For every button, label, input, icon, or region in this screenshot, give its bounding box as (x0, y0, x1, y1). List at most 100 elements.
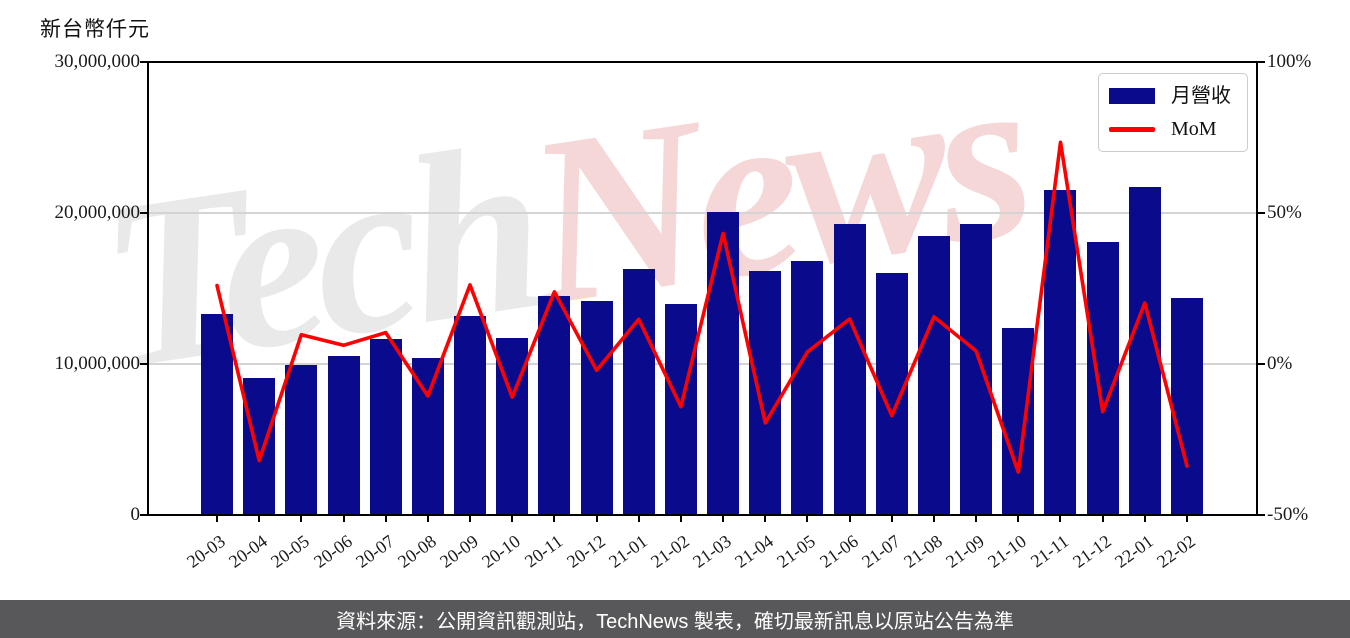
x-axis-tick-label: 20-06 (309, 530, 356, 572)
right-axis-tick-label: -50% (1267, 504, 1309, 525)
x-axis-tick-label: 21-12 (1068, 530, 1115, 572)
x-axis-tick (722, 515, 725, 522)
x-axis-tick-label: 20-11 (521, 530, 567, 572)
x-axis-tick (637, 515, 640, 522)
x-axis-tick-label: 21-06 (815, 530, 862, 572)
plot-area: 月營收 MoM (147, 61, 1258, 516)
left-axis-spine (147, 61, 149, 516)
legend-row-revenue: 月營收 (1109, 84, 1231, 108)
x-axis-tick (258, 515, 261, 522)
revenue-bar-20-11 (538, 296, 571, 515)
x-axis-tick (679, 515, 682, 522)
top-spine (147, 61, 1258, 63)
x-axis-tick (300, 515, 303, 522)
revenue-bar-21-09 (960, 223, 993, 515)
revenue-bar-20-05 (285, 365, 318, 515)
mom-line (215, 140, 1189, 474)
left-axis-tick (140, 61, 148, 63)
mom-line-chart (215, 140, 1189, 474)
x-axis-tick-label: 21-03 (689, 530, 735, 572)
x-axis-spine (147, 514, 1258, 516)
revenue-bar-21-02 (664, 303, 697, 515)
x-axis-tick (890, 515, 893, 522)
revenue-bar-20-12 (580, 300, 613, 515)
x-axis-tick (975, 515, 978, 522)
revenue-bar-21-04 (749, 271, 782, 515)
x-axis-tick-label: 21-01 (604, 530, 651, 572)
x-axis-tick-label: 22-01 (1110, 530, 1157, 572)
x-axis-tick (932, 515, 935, 522)
x-axis-tick (469, 515, 472, 522)
x-axis-tick (848, 515, 851, 522)
revenue-bar-20-06 (327, 355, 360, 515)
legend: 月營收 MoM (1098, 73, 1248, 152)
x-axis-tick (1101, 515, 1104, 522)
gridline (148, 212, 1257, 214)
revenue-bar-20-09 (454, 316, 487, 515)
x-axis-tick-label: 21-07 (857, 530, 904, 572)
x-axis-tick-label: 21-11 (1027, 530, 1073, 572)
x-axis-tick-label: 20-09 (436, 530, 482, 572)
x-axis-tick (764, 515, 767, 522)
revenue-bar-21-03 (707, 212, 740, 515)
left-axis-tick-label: 10,000,000 (54, 353, 141, 374)
gridline (148, 363, 1257, 365)
x-axis-tick-label: 21-04 (731, 530, 778, 572)
y-axis-unit-title: 新台幣仟元 (40, 17, 150, 41)
right-axis-tick (1257, 212, 1265, 214)
revenue-bar-21-12 (1086, 241, 1119, 515)
x-axis-tick-label: 20-07 (351, 530, 398, 572)
left-axis-tick-label: 0 (130, 504, 141, 525)
right-axis-tick (1257, 363, 1265, 365)
revenue-bar-20-04 (243, 378, 276, 515)
x-axis-tick (342, 515, 345, 522)
revenue-bar-20-08 (411, 357, 444, 515)
mom-legend-label: MoM (1171, 118, 1217, 140)
x-axis-tick (1017, 515, 1020, 522)
x-axis-tick (1186, 515, 1188, 522)
source-footer-text: 資料來源：公開資訊觀測站，TechNews 製表，確切最新訊息以原站公告為準 (336, 610, 1014, 633)
x-axis-tick-label: 21-08 (900, 530, 946, 572)
right-axis-tick-label: 100% (1267, 51, 1312, 72)
x-axis-tick-label: 21-10 (984, 530, 1031, 572)
revenue-bar-swatch (1109, 88, 1155, 104)
right-axis-tick-label: 0% (1267, 353, 1293, 374)
x-axis-tick-label: 20-12 (562, 530, 609, 572)
revenue-bar-21-11 (1044, 190, 1077, 515)
x-axis-tick-label: 21-05 (773, 530, 820, 572)
revenue-bar-21-10 (1002, 327, 1035, 515)
legend-row-mom: MoM (1109, 117, 1231, 141)
x-axis-tick (1143, 515, 1146, 522)
left-axis-tick-label: 20,000,000 (54, 202, 141, 223)
mom-line-swatch (1109, 126, 1155, 132)
right-axis-spine (1256, 61, 1258, 516)
x-axis-tick-label: 20-10 (478, 530, 525, 572)
x-axis-tick (426, 515, 429, 522)
revenue-bar-21-01 (622, 268, 655, 515)
right-axis-tick-label: 50% (1267, 202, 1302, 223)
left-axis-tick-label: 30,000,000 (54, 51, 141, 72)
left-axis-tick (140, 212, 148, 214)
left-axis-tick (140, 514, 148, 516)
x-axis-tick-label: 20-05 (267, 530, 314, 572)
x-axis-tick (553, 515, 556, 522)
source-footer-bar: 資料來源：公開資訊觀測站，TechNews 製表，確切最新訊息以原站公告為準 (0, 600, 1350, 638)
x-axis-tick-label: 21-09 (942, 530, 989, 572)
left-axis-tick (140, 363, 148, 365)
revenue-bar-20-07 (369, 339, 402, 515)
revenue-bar-20-03 (201, 314, 233, 515)
x-axis-tick (595, 515, 598, 522)
revenue-bar-22-02 (1171, 297, 1203, 515)
x-axis-tick-label: 20-04 (225, 530, 272, 572)
x-axis-tick (216, 515, 218, 522)
right-axis-tick (1257, 514, 1265, 516)
x-axis-tick (384, 515, 387, 522)
x-axis-tick (511, 515, 514, 522)
x-axis-tick-label: 22-02 (1153, 530, 1199, 572)
revenue-legend-label: 月營收 (1171, 85, 1231, 107)
x-axis-tick-label: 21-02 (647, 530, 693, 572)
revenue-bar-21-06 (833, 223, 866, 515)
revenue-bar-21-05 (791, 261, 824, 515)
x-axis-tick (806, 515, 809, 522)
